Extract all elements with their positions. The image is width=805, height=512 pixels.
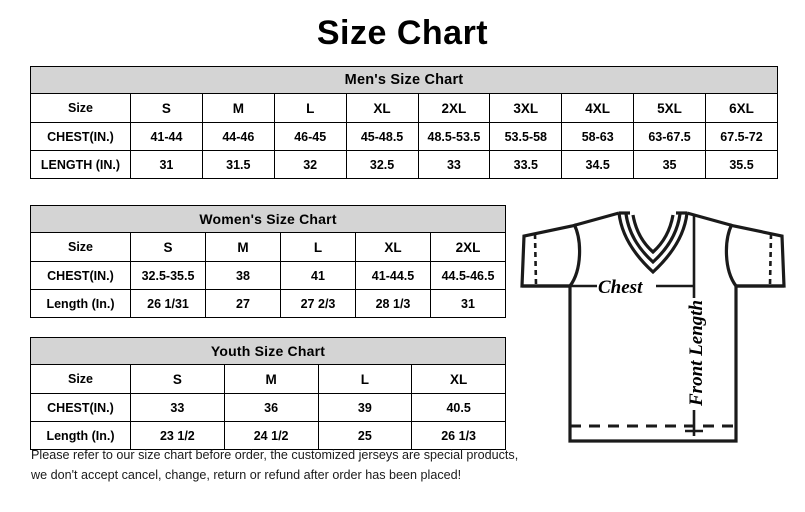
womens-chest-m: 38 [205,261,281,290]
page-title: Size Chart [316,14,489,52]
mens-chest-m: 44-46 [201,122,275,151]
disclaimer-line-2: we don't accept cancel, change, return o… [31,467,462,482]
left-sleeve-outline [520,211,620,288]
youth-size-table: Youth Size Chart Size S M L XL CHEST(IN.… [30,337,506,450]
mens-length-s: 31 [130,150,203,179]
mens-header-5xl: 5XL [633,93,706,123]
mens-length-label: LENGTH (IN.) [30,150,131,179]
youth-chest-label: CHEST(IN.) [30,393,131,422]
mens-header-2xl: 2XL [417,93,491,123]
womens-chest-label: CHEST(IN.) [30,261,131,290]
right-cuff-dashed-seam [768,233,773,286]
vneck-inner-1 [624,213,682,265]
mens-length-l: 32 [273,150,347,179]
youth-length-xl: 26 1/3 [411,421,506,450]
mens-header-m: M [201,93,275,123]
mens-length-5xl: 35 [633,150,706,179]
youth-table-caption: Youth Size Chart [30,337,506,365]
mens-length-m: 31.5 [201,150,275,179]
womens-length-label: Length (In.) [30,289,131,318]
disclaimer-note: Please refer to our size chart before or… [31,446,523,485]
womens-length-m: 27 [205,289,281,318]
vneck-outer [617,212,689,275]
mens-length-4xl: 34.5 [561,150,635,179]
mens-header-l: L [273,93,347,123]
table-row: CHEST(IN.) 33 36 39 40.5 [30,393,506,422]
mens-size-table: Men's Size Chart Size S M L XL 2XL 3XL 4… [30,66,778,179]
mens-header-3xl: 3XL [489,93,563,123]
youth-header-row: Size S M L XL [30,364,506,394]
mens-chest-xl: 45-48.5 [345,122,419,151]
mens-chest-label: CHEST(IN.) [30,122,131,151]
left-cuff-dashed-seam [533,233,538,286]
disclaimer-line-1: Please refer to our size chart before or… [31,448,519,462]
womens-header-xl: XL [355,232,431,262]
mens-header-xl: XL [345,93,419,123]
youth-caption-row: Youth Size Chart [30,337,506,365]
mens-header-size: Size [30,93,131,123]
womens-chest-2xl: 44.5-46.5 [430,261,506,290]
table-row: CHEST(IN.) 32.5-35.5 38 41 41-44.5 44.5-… [30,261,506,290]
table-row: CHEST(IN.) 41-44 44-46 46-45 45-48.5 48.… [30,122,778,151]
womens-header-m: M [205,232,281,262]
mens-length-6xl: 35.5 [705,150,778,179]
right-sleeve-outline [686,211,786,288]
table-row: Length (In.) 26 1/31 27 27 2/3 28 1/3 31 [30,289,506,318]
table-row: Length (In.) 23 1/2 24 1/2 25 26 1/3 [30,421,506,450]
vneck-inner-2 [631,214,675,255]
tshirt-measurement-diagram: Chest Front Length [512,198,802,488]
womens-header-size: Size [30,232,131,262]
table-row: LENGTH (IN.) 31 31.5 32 32.5 33 33.5 34.… [30,150,778,179]
womens-table-caption: Women's Size Chart [30,205,506,233]
youth-header-l: L [317,364,413,394]
right-armhole-curve [724,223,738,287]
womens-length-l: 27 2/3 [280,289,356,318]
shirt-body-outline [568,286,738,443]
womens-length-2xl: 31 [430,289,506,318]
mens-length-3xl: 33.5 [489,150,563,179]
mens-header-6xl: 6XL [705,93,778,123]
youth-length-label: Length (In.) [30,421,131,450]
front-length-label: Front Length [686,300,707,407]
youth-header-s: S [130,364,225,394]
mens-chest-l: 46-45 [273,122,347,151]
mens-caption-row: Men's Size Chart [30,66,778,94]
mens-chest-6xl: 67.5-72 [705,122,778,151]
womens-chest-xl: 41-44.5 [355,261,431,290]
mens-header-row: Size S M L XL 2XL 3XL 4XL 5XL 6XL [30,93,778,123]
mens-header-s: S [130,93,203,123]
womens-caption-row: Women's Size Chart [30,205,506,233]
womens-length-s: 26 1/31 [130,289,206,318]
womens-header-s: S [130,232,206,262]
womens-header-2xl: 2XL [430,232,506,262]
youth-length-s: 23 1/2 [130,421,225,450]
youth-header-m: M [223,364,319,394]
mens-chest-3xl: 53.5-58 [489,122,563,151]
youth-header-xl: XL [411,364,506,394]
womens-chest-s: 32.5-35.5 [130,261,206,290]
womens-length-xl: 28 1/3 [355,289,431,318]
left-armhole-curve [568,223,582,287]
chest-label: Chest [598,277,643,298]
youth-chest-m: 36 [223,393,319,422]
mens-chest-5xl: 63-67.5 [633,122,706,151]
mens-chest-4xl: 58-63 [561,122,635,151]
womens-size-table: Women's Size Chart Size S M L XL 2XL CHE… [30,205,506,318]
mens-chest-2xl: 48.5-53.5 [417,122,491,151]
youth-chest-s: 33 [130,393,225,422]
mens-length-2xl: 33 [417,150,491,179]
womens-header-row: Size S M L XL 2XL [30,232,506,262]
youth-header-size: Size [30,364,131,394]
youth-chest-l: 39 [317,393,413,422]
mens-table-caption: Men's Size Chart [30,66,778,94]
mens-length-xl: 32.5 [345,150,419,179]
mens-chest-s: 41-44 [130,122,203,151]
womens-chest-l: 41 [280,261,356,290]
youth-chest-xl: 40.5 [411,393,506,422]
womens-header-l: L [280,232,356,262]
youth-length-l: 25 [317,421,413,450]
mens-header-4xl: 4XL [561,93,635,123]
